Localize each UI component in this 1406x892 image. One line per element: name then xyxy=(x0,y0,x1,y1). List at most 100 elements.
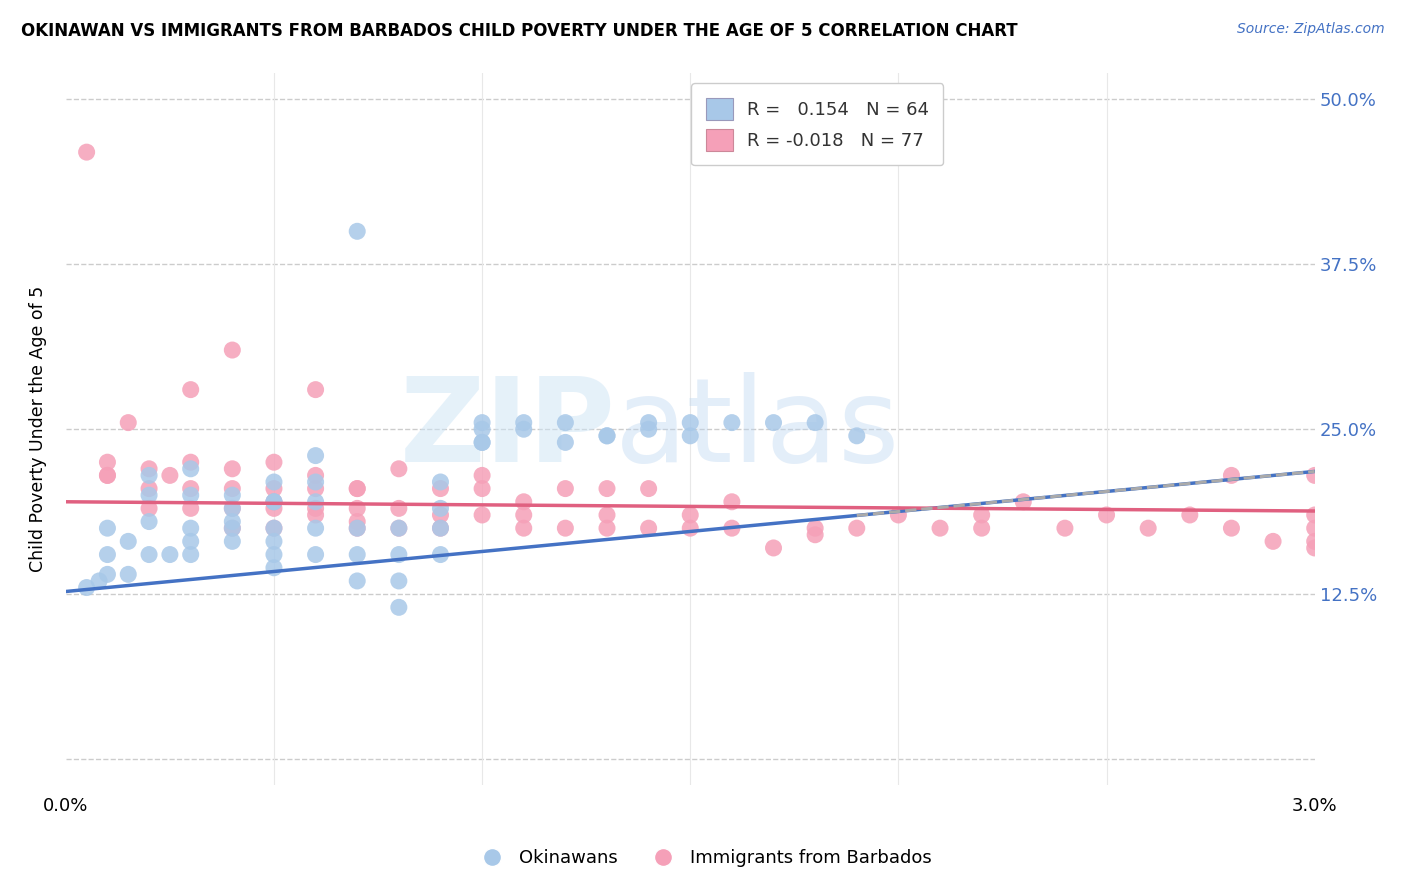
Point xyxy=(221,343,243,357)
Point xyxy=(596,429,619,443)
Point xyxy=(804,528,827,542)
Point xyxy=(804,521,827,535)
Point xyxy=(180,462,202,476)
Point xyxy=(388,600,411,615)
Text: Source: ZipAtlas.com: Source: ZipAtlas.com xyxy=(1237,22,1385,37)
Point xyxy=(596,482,619,496)
Point xyxy=(96,548,118,562)
Point xyxy=(263,495,285,509)
Point xyxy=(596,508,619,522)
Point xyxy=(304,521,326,535)
Point xyxy=(1178,508,1201,522)
Point xyxy=(429,521,451,535)
Point xyxy=(159,468,181,483)
Point xyxy=(1012,495,1035,509)
Point xyxy=(804,416,827,430)
Point xyxy=(721,521,744,535)
Point xyxy=(180,501,202,516)
Point xyxy=(263,560,285,574)
Point xyxy=(96,468,118,483)
Point xyxy=(221,534,243,549)
Point xyxy=(180,482,202,496)
Text: OKINAWAN VS IMMIGRANTS FROM BARBADOS CHILD POVERTY UNDER THE AGE OF 5 CORRELATIO: OKINAWAN VS IMMIGRANTS FROM BARBADOS CHI… xyxy=(21,22,1018,40)
Point xyxy=(346,521,368,535)
Point xyxy=(637,422,659,436)
Point xyxy=(87,574,110,588)
Point xyxy=(970,508,993,522)
Point xyxy=(346,224,368,238)
Point xyxy=(513,422,536,436)
Point xyxy=(180,548,202,562)
Point xyxy=(304,495,326,509)
Legend: Okinawans, Immigrants from Barbados: Okinawans, Immigrants from Barbados xyxy=(467,842,939,874)
Point xyxy=(180,534,202,549)
Point xyxy=(429,521,451,535)
Point xyxy=(1303,468,1326,483)
Point xyxy=(679,429,702,443)
Point xyxy=(76,581,98,595)
Point xyxy=(346,482,368,496)
Point xyxy=(1220,521,1243,535)
Point xyxy=(304,548,326,562)
Point xyxy=(221,488,243,502)
Point xyxy=(180,455,202,469)
Point xyxy=(679,416,702,430)
Point xyxy=(346,548,368,562)
Point xyxy=(471,508,494,522)
Point xyxy=(679,521,702,535)
Point xyxy=(637,482,659,496)
Point xyxy=(596,429,619,443)
Point xyxy=(554,435,576,450)
Point xyxy=(96,567,118,582)
Point xyxy=(637,521,659,535)
Point xyxy=(513,416,536,430)
Point xyxy=(471,422,494,436)
Point xyxy=(221,482,243,496)
Point xyxy=(471,416,494,430)
Point xyxy=(138,482,160,496)
Point xyxy=(1303,534,1326,549)
Point xyxy=(346,501,368,516)
Point xyxy=(221,501,243,516)
Point xyxy=(1095,508,1118,522)
Point xyxy=(117,416,139,430)
Point xyxy=(429,482,451,496)
Point xyxy=(762,541,785,555)
Point xyxy=(221,462,243,476)
Point xyxy=(304,501,326,516)
Point xyxy=(180,383,202,397)
Point xyxy=(388,501,411,516)
Point xyxy=(304,468,326,483)
Y-axis label: Child Poverty Under the Age of 5: Child Poverty Under the Age of 5 xyxy=(30,286,46,573)
Point xyxy=(1303,521,1326,535)
Point xyxy=(304,482,326,496)
Point xyxy=(138,515,160,529)
Point xyxy=(138,488,160,502)
Point xyxy=(263,482,285,496)
Point xyxy=(138,548,160,562)
Point xyxy=(721,416,744,430)
Point xyxy=(304,383,326,397)
Point xyxy=(263,475,285,489)
Point xyxy=(637,416,659,430)
Point xyxy=(263,534,285,549)
Point xyxy=(1261,534,1284,549)
Point xyxy=(346,515,368,529)
Point xyxy=(1053,521,1076,535)
Point xyxy=(429,548,451,562)
Point xyxy=(180,488,202,502)
Point xyxy=(388,574,411,588)
Point xyxy=(221,521,243,535)
Point xyxy=(845,429,868,443)
Text: atlas: atlas xyxy=(616,372,901,487)
Point xyxy=(970,521,993,535)
Point xyxy=(138,462,160,476)
Point xyxy=(429,475,451,489)
Point xyxy=(76,145,98,160)
Point xyxy=(929,521,952,535)
Point xyxy=(762,416,785,430)
Point xyxy=(263,495,285,509)
Point xyxy=(180,521,202,535)
Point xyxy=(513,521,536,535)
Point xyxy=(554,416,576,430)
